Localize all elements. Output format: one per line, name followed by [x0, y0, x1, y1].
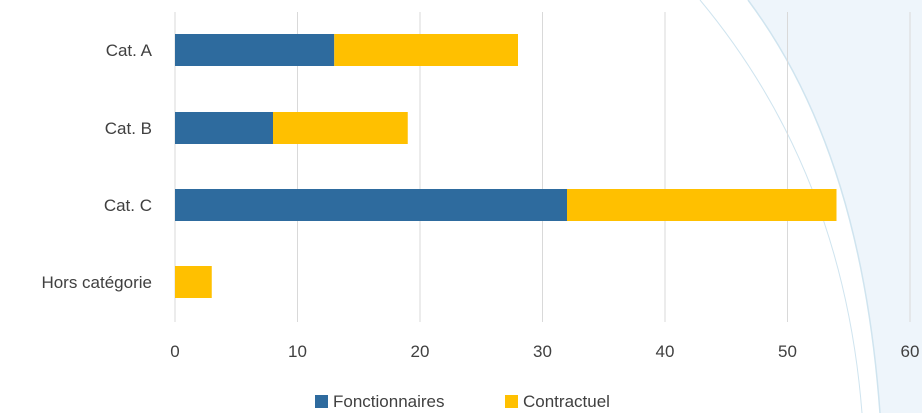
x-tick-label: 10 — [288, 342, 307, 361]
category-label: Cat. B — [105, 119, 152, 138]
x-tick-labels: 0 10 20 30 40 50 60 — [170, 342, 919, 361]
category-label: Hors catégorie — [41, 273, 152, 292]
background-swoosh-edge — [747, 0, 881, 413]
category-label: Cat. A — [106, 41, 153, 60]
bar-fonctionnaires-1 — [175, 112, 273, 144]
legend-swatch-fonctionnaires — [315, 395, 328, 408]
bar-contractuel-1 — [273, 112, 408, 144]
legend-swatch-contractuel — [505, 395, 518, 408]
x-tick-label: 40 — [656, 342, 675, 361]
category-labels: Cat. A Cat. B Cat. C Hors catégorie — [41, 41, 152, 292]
x-tick-label: 30 — [533, 342, 552, 361]
x-tick-label: 20 — [411, 342, 430, 361]
category-label: Cat. C — [104, 196, 152, 215]
legend-label: Fonctionnaires — [333, 392, 445, 411]
x-tick-label: 60 — [901, 342, 920, 361]
bar-fonctionnaires-2 — [175, 189, 567, 221]
legend: Fonctionnaires Contractuel — [315, 392, 610, 411]
background-swoosh — [748, 0, 922, 413]
bar-contractuel-2 — [567, 189, 837, 221]
x-tick-label: 0 — [170, 342, 179, 361]
bar-contractuel-0 — [334, 34, 518, 66]
bars — [175, 34, 837, 298]
gridlines — [174, 12, 911, 322]
bar-fonctionnaires-0 — [175, 34, 335, 66]
x-tick-label: 50 — [778, 342, 797, 361]
legend-label: Contractuel — [523, 392, 610, 411]
bar-contractuel-3 — [175, 266, 212, 298]
